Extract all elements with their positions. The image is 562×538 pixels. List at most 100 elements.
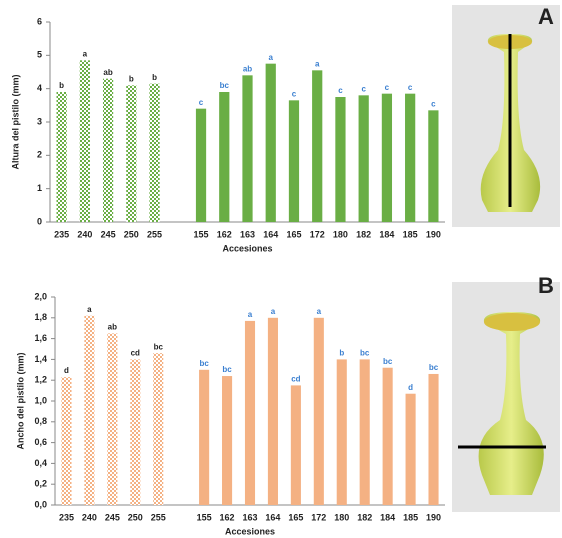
significance-letter: c [361, 84, 366, 93]
x-tick-label: 165 [286, 229, 301, 239]
x-tick-label: 164 [263, 229, 278, 239]
significance-letter: c [431, 99, 436, 108]
y-tick-label: 0 [37, 216, 42, 226]
significance-letter: b [339, 349, 344, 358]
significance-letter: b [129, 74, 134, 83]
bar [196, 109, 206, 222]
bar [312, 70, 322, 222]
significance-letter: d [408, 383, 413, 392]
y-tick-label: 0,2 [34, 479, 47, 489]
significance-letter: cd [131, 349, 140, 358]
bar [314, 318, 324, 505]
significance-letter: a [317, 307, 322, 316]
bar [337, 359, 347, 505]
significance-letter: a [248, 310, 253, 319]
panel-label: A [538, 4, 554, 29]
significance-letter: bc [220, 81, 230, 90]
x-axis-label: Accesiones [222, 243, 272, 253]
x-tick-label: 250 [124, 229, 139, 239]
significance-letter: ab [243, 64, 252, 73]
significance-letter: ab [108, 323, 117, 332]
significance-letter: bc [222, 365, 232, 374]
y-tick-label: 0,4 [34, 458, 47, 468]
x-tick-label: 185 [403, 229, 418, 239]
y-tick-label: 1,2 [34, 375, 47, 385]
bar [382, 94, 392, 222]
y-tick-label: 1,0 [34, 395, 47, 405]
significance-letter: a [315, 59, 320, 68]
x-tick-label: 190 [426, 512, 441, 522]
significance-letter: c [385, 83, 390, 92]
y-tick-label: 1,6 [34, 333, 47, 343]
x-tick-label: 182 [356, 229, 371, 239]
significance-letter: c [199, 98, 204, 107]
bar [219, 92, 229, 222]
significance-letter: b [152, 73, 157, 82]
x-tick-label: 162 [220, 512, 235, 522]
significance-letter: a [83, 49, 88, 58]
bar [61, 377, 71, 505]
bar [245, 321, 255, 505]
significance-letter: a [271, 307, 276, 316]
x-tick-label: 180 [334, 512, 349, 522]
bar [406, 394, 416, 505]
bar [222, 376, 232, 505]
bar [153, 353, 163, 505]
x-tick-label: 180 [333, 229, 348, 239]
bar [268, 318, 278, 505]
bar [266, 64, 276, 222]
x-tick-label: 190 [426, 229, 441, 239]
bar [126, 85, 136, 222]
y-axis-label: Ancho del pistilo (mm) [15, 352, 25, 449]
y-tick-label: 1 [37, 183, 42, 193]
x-tick-label: 163 [242, 512, 257, 522]
x-tick-label: 255 [147, 229, 162, 239]
bar [149, 84, 159, 222]
bar [130, 359, 140, 505]
y-tick-label: 3 [37, 116, 42, 126]
bar [289, 100, 299, 222]
x-tick-label: 184 [380, 512, 395, 522]
significance-letter: a [269, 53, 274, 62]
significance-letter: cd [291, 375, 300, 384]
y-tick-label: 0,6 [34, 437, 47, 447]
y-axis-label: Altura del pistilo (mm) [10, 74, 20, 169]
bar [428, 374, 438, 505]
x-tick-label: 185 [403, 512, 418, 522]
y-tick-label: 0,8 [34, 416, 47, 426]
x-tick-label: 235 [59, 512, 74, 522]
significance-letter: c [408, 83, 413, 92]
x-tick-label: 182 [357, 512, 372, 522]
bar [103, 79, 113, 222]
x-tick-label: 172 [310, 229, 325, 239]
x-tick-label: 250 [128, 512, 143, 522]
x-tick-label: 172 [311, 512, 326, 522]
significance-letter: a [87, 305, 92, 314]
x-tick-label: 245 [101, 229, 116, 239]
x-tick-label: 240 [82, 512, 97, 522]
bar [199, 370, 209, 505]
x-tick-label: 163 [240, 229, 255, 239]
significance-letter: b [59, 81, 64, 90]
x-tick-label: 245 [105, 512, 120, 522]
y-tick-label: 2 [37, 150, 42, 160]
panel-label: B [538, 273, 554, 298]
bar [335, 97, 345, 222]
significance-letter: bc [360, 349, 370, 358]
y-tick-label: 1,4 [34, 354, 47, 364]
x-tick-label: 184 [379, 229, 394, 239]
bar [428, 110, 438, 222]
x-tick-label: 155 [197, 512, 212, 522]
significance-letter: ab [103, 68, 112, 77]
photo-b [452, 282, 560, 512]
y-tick-label: 6 [37, 16, 42, 26]
bar [84, 316, 94, 505]
bar [360, 359, 370, 505]
bar [80, 60, 90, 222]
significance-letter: bc [199, 359, 209, 368]
x-tick-label: 164 [265, 512, 280, 522]
x-tick-label: 165 [288, 512, 303, 522]
bar [383, 368, 393, 505]
bar [405, 94, 415, 222]
y-tick-label: 5 [37, 50, 42, 60]
